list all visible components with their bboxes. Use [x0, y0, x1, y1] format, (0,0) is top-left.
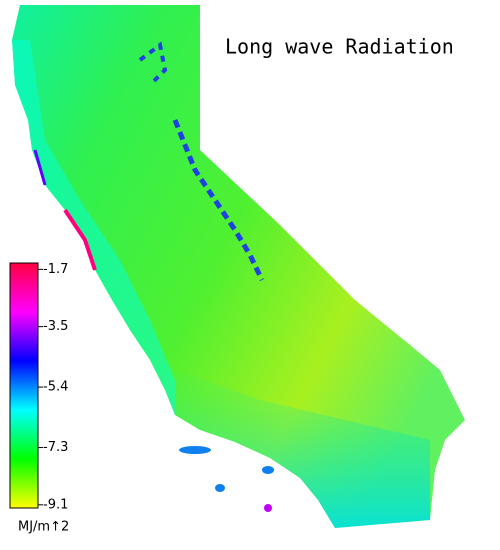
- southern-tint: [150, 360, 430, 528]
- colorbar: [9, 262, 39, 509]
- tick-label: -1.7: [43, 262, 68, 277]
- colorbar-ticks: -1.7 -3.5 -5.4 -7.3 -9.1: [38, 262, 68, 512]
- tick-label: -3.5: [43, 319, 68, 334]
- california-map: [12, 5, 465, 528]
- island: [179, 446, 211, 454]
- tick-label: -9.1: [43, 497, 68, 512]
- sierra-ridge: [172, 119, 265, 282]
- map-title: Long wave Radiation: [225, 35, 454, 59]
- coastal-tint: [12, 40, 175, 415]
- coast-edge: [33, 149, 47, 186]
- tick-label: -5.4: [43, 380, 68, 395]
- island: [215, 484, 225, 492]
- coast-edge: [63, 208, 97, 271]
- colorbar-unit: MJ/m↑2: [18, 520, 69, 535]
- island: [262, 466, 274, 474]
- tick-label: -7.3: [43, 440, 68, 455]
- cascade-ridge: [138, 41, 168, 87]
- state-shape: [12, 5, 465, 528]
- island: [264, 504, 272, 512]
